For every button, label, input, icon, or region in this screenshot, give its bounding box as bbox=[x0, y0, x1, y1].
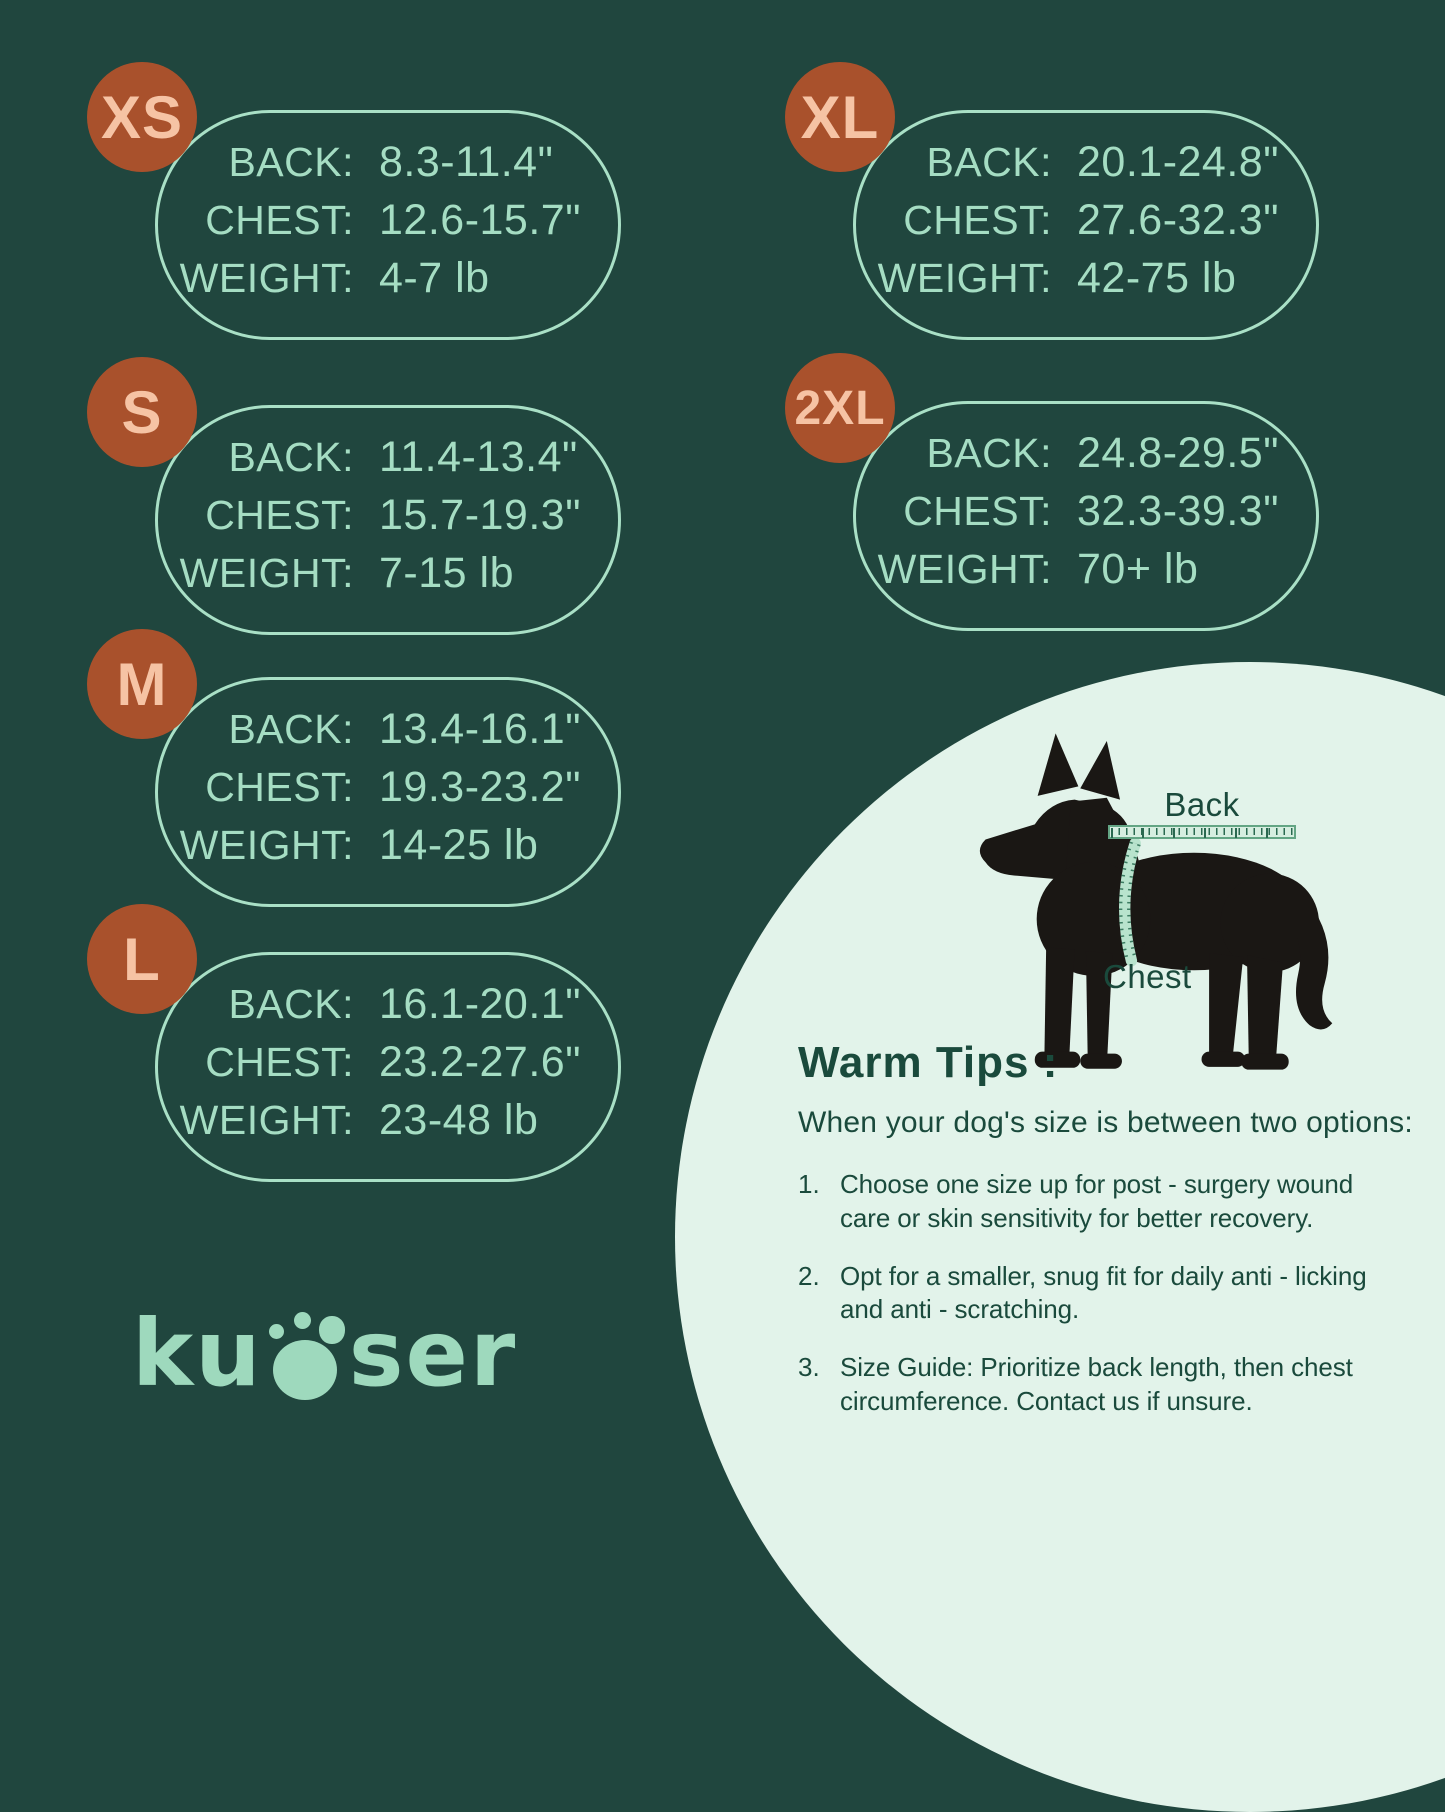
tip-number: 1. bbox=[798, 1169, 820, 1199]
tip-text: Size Guide: Prioritize back length, then… bbox=[840, 1351, 1353, 1419]
measure-row: WEIGHT: 42-75 lb bbox=[862, 254, 1316, 312]
paw-icon bbox=[266, 1298, 346, 1402]
measure-row: CHEST: 12.6-15.7" bbox=[164, 196, 618, 254]
back-value: 16.1-20.1" bbox=[379, 980, 581, 1028]
back-label: BACK: bbox=[926, 430, 1052, 476]
chest-label: CHEST: bbox=[205, 764, 354, 810]
chest-value: 15.7-19.3" bbox=[379, 491, 581, 539]
warm-tips-intro: When your dog's size is between two opti… bbox=[798, 1106, 1413, 1139]
dog-silhouette-icon bbox=[940, 722, 1338, 1082]
tip-item-3: 3. Size Guide: Prioritize back length, t… bbox=[798, 1351, 1445, 1419]
chest-label: CHEST: bbox=[205, 197, 354, 243]
weight-value: 14-25 lb bbox=[379, 821, 539, 869]
weight-label: WEIGHT: bbox=[877, 546, 1052, 592]
size-badge-s: S bbox=[87, 357, 197, 467]
size-pill: BACK: 16.1-20.1" CHEST: 23.2-27.6" WEIGHT:… bbox=[155, 952, 621, 1182]
chest-label: CHEST: bbox=[903, 197, 1052, 243]
size-badge-xs: XS bbox=[87, 62, 197, 172]
back-label: BACK: bbox=[926, 139, 1052, 185]
chest-value: 23.2-27.6" bbox=[379, 1038, 581, 1086]
back-value: 24.8-29.5" bbox=[1077, 429, 1279, 477]
back-measure-label: Back bbox=[1164, 786, 1240, 823]
back-label: BACK: bbox=[228, 981, 354, 1027]
chest-label: CHEST: bbox=[205, 1039, 354, 1085]
size-card-l: BACK: 16.1-20.1" CHEST: 23.2-27.6" WEIGHT:… bbox=[87, 900, 632, 1190]
warm-tips-section: Warm Tips : When your dog's size is betw… bbox=[798, 1038, 1445, 1443]
tip-item-2: 2. Opt for a smaller, snug fit for daily… bbox=[798, 1260, 1445, 1328]
measure-row: CHEST: 23.2-27.6" bbox=[164, 1038, 618, 1096]
size-card-xl: BACK: 20.1-24.8" CHEST: 27.6-32.3" WEIGHT:… bbox=[785, 58, 1330, 348]
weight-label: WEIGHT: bbox=[179, 255, 354, 301]
size-card-m: BACK: 13.4-16.1" CHEST: 19.3-23.2" WEIGHT:… bbox=[87, 625, 632, 915]
back-label: BACK: bbox=[228, 139, 354, 185]
back-value: 20.1-24.8" bbox=[1077, 138, 1279, 186]
measure-row: BACK: 8.3-11.4" bbox=[164, 138, 618, 196]
measure-row: CHEST: 19.3-23.2" bbox=[164, 763, 618, 821]
warm-tips-title: Warm Tips : bbox=[798, 1038, 1059, 1087]
measure-row: CHEST: 15.7-19.3" bbox=[164, 491, 618, 549]
measure-row: BACK: 11.4-13.4" bbox=[164, 433, 618, 491]
chest-tape-icon bbox=[1119, 837, 1141, 967]
chest-value: 19.3-23.2" bbox=[379, 763, 581, 811]
measure-row: CHEST: 32.3-39.3" bbox=[862, 487, 1316, 545]
measure-row: BACK: 20.1-24.8" bbox=[862, 138, 1316, 196]
weight-value: 42-75 lb bbox=[1077, 254, 1237, 302]
tip-line: care or skin sensitivity for better reco… bbox=[840, 1202, 1314, 1233]
size-pill: BACK: 24.8-29.5" CHEST: 32.3-39.3" WEIGHT:… bbox=[853, 401, 1319, 631]
tip-text: Opt for a smaller, snug fit for daily an… bbox=[840, 1260, 1367, 1328]
weight-value: 4-7 lb bbox=[379, 254, 490, 302]
size-badge-xl: XL bbox=[785, 62, 895, 172]
logo-text-right: ser bbox=[348, 1300, 518, 1407]
weight-value: 70+ lb bbox=[1077, 545, 1199, 593]
measure-row: WEIGHT: 4-7 lb bbox=[164, 254, 618, 312]
measure-row: CHEST: 27.6-32.3" bbox=[862, 196, 1316, 254]
weight-value: 23-48 lb bbox=[379, 1096, 539, 1144]
size-badge-2xl: 2XL bbox=[785, 353, 895, 463]
tip-number: 2. bbox=[798, 1260, 820, 1291]
measure-row: BACK: 16.1-20.1" bbox=[164, 980, 618, 1038]
size-card-s: BACK: 11.4-13.4" CHEST: 15.7-19.3" WEIGHT:… bbox=[87, 353, 632, 643]
size-pill: BACK: 11.4-13.4" CHEST: 15.7-19.3" WEIGHT:… bbox=[155, 405, 621, 635]
tip-line: Size Guide: Prioritize back length, then… bbox=[840, 1352, 1353, 1383]
measure-row: WEIGHT: 23-48 lb bbox=[164, 1096, 618, 1154]
weight-label: WEIGHT: bbox=[179, 1097, 354, 1143]
chest-value: 12.6-15.7" bbox=[379, 196, 581, 244]
weight-label: WEIGHT: bbox=[179, 822, 354, 868]
size-card-2xl: BACK: 24.8-29.5" CHEST: 32.3-39.3" WEIGHT:… bbox=[785, 349, 1330, 639]
chest-value: 27.6-32.3" bbox=[1077, 196, 1279, 244]
measure-row: WEIGHT: 7-15 lb bbox=[164, 549, 618, 607]
measure-row: WEIGHT: 70+ lb bbox=[862, 545, 1316, 603]
tip-text: Choose one size up for post - surgery wo… bbox=[840, 1168, 1353, 1236]
kuoser-logo: ku ser bbox=[132, 1282, 517, 1402]
tip-line: Choose one size up for post - surgery wo… bbox=[840, 1169, 1354, 1199]
back-label: BACK: bbox=[228, 706, 354, 752]
size-badge-l: L bbox=[87, 904, 197, 1014]
size-card-xs: BACK: 8.3-11.4" CHEST: 12.6-15.7" WEIGHT: 4… bbox=[87, 58, 632, 348]
chest-label: CHEST: bbox=[903, 488, 1052, 534]
back-ruler-icon bbox=[1108, 825, 1296, 839]
measure-row: WEIGHT: 14-25 lb bbox=[164, 821, 618, 879]
size-pill: BACK: 8.3-11.4" CHEST: 12.6-15.7" WEIGHT: 4… bbox=[155, 110, 621, 340]
measure-row: BACK: 24.8-29.5" bbox=[862, 429, 1316, 487]
measure-row: BACK: 13.4-16.1" bbox=[164, 705, 618, 763]
weight-value: 7-15 lb bbox=[379, 549, 514, 597]
chest-value: 32.3-39.3" bbox=[1077, 487, 1279, 535]
logo-text-left: ku bbox=[132, 1300, 263, 1407]
back-value: 13.4-16.1" bbox=[379, 705, 581, 753]
size-pill: BACK: 20.1-24.8" CHEST: 27.6-32.3" WEIGHT:… bbox=[853, 110, 1319, 340]
tip-item-1: 1. Choose one size up for post - surgery… bbox=[798, 1168, 1445, 1236]
back-value: 11.4-13.4" bbox=[379, 433, 578, 481]
tip-line: Opt for a smaller, snug fit for daily an… bbox=[840, 1260, 1367, 1291]
weight-label: WEIGHT: bbox=[179, 550, 354, 596]
chest-label: CHEST: bbox=[205, 492, 354, 538]
weight-label: WEIGHT: bbox=[877, 255, 1052, 301]
size-pill: BACK: 13.4-16.1" CHEST: 19.3-23.2" WEIGHT:… bbox=[155, 677, 621, 907]
tip-line: circumference. Contact us if unsure. bbox=[840, 1385, 1253, 1416]
tip-number: 3. bbox=[798, 1352, 820, 1383]
chest-measure-label: Chest bbox=[1103, 958, 1192, 995]
size-badge-m: M bbox=[87, 629, 197, 739]
back-label: BACK: bbox=[228, 434, 354, 480]
tip-line: and anti - scratching. bbox=[840, 1294, 1080, 1325]
back-value: 8.3-11.4" bbox=[379, 138, 554, 186]
